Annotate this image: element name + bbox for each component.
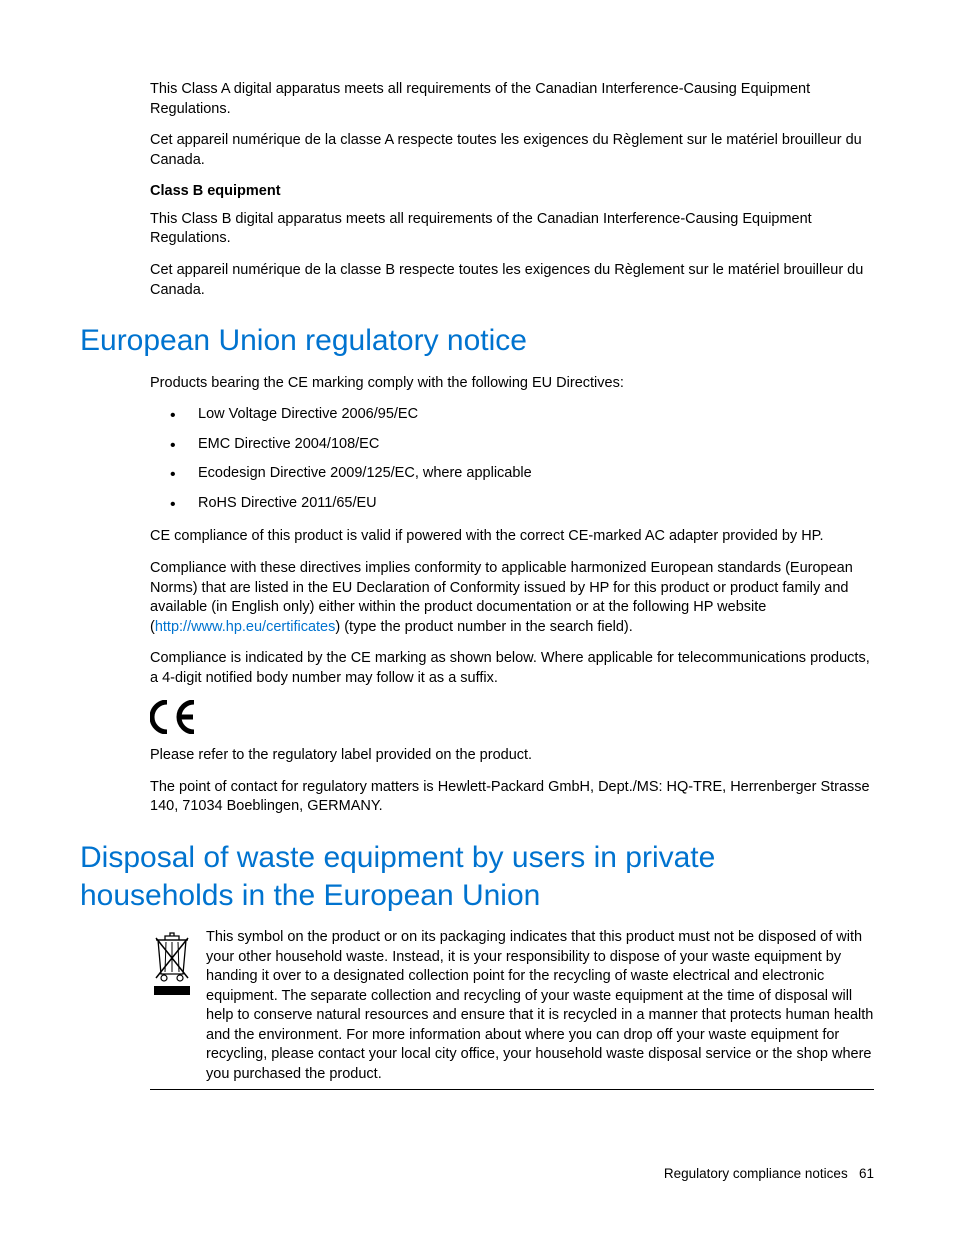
footer-section-label: Regulatory compliance notices	[664, 1166, 848, 1181]
list-item: Ecodesign Directive 2009/125/EC, where a…	[150, 464, 874, 484]
body-text: Compliance is indicated by the CE markin…	[150, 649, 874, 688]
list-item: RoHS Directive 2011/65/EU	[150, 494, 874, 514]
body-text: Compliance with these directives implies…	[150, 559, 874, 637]
certificates-link[interactable]: http://www.hp.eu/certificates	[155, 619, 336, 635]
body-text: Please refer to the regulatory label pro…	[150, 746, 874, 766]
body-text: This Class A digital apparatus meets all…	[150, 80, 874, 119]
page-footer: Regulatory compliance notices 61	[664, 1165, 874, 1183]
text-fragment: ) (type the product number in the search…	[335, 619, 632, 635]
body-text: Cet appareil numérique de la classe B re…	[150, 261, 874, 300]
canada-section: This Class A digital apparatus meets all…	[150, 80, 874, 300]
body-text: This Class B digital apparatus meets all…	[150, 210, 874, 249]
footer-page-number: 61	[859, 1166, 874, 1181]
body-text: The point of contact for regulatory matt…	[150, 778, 874, 817]
list-item: Low Voltage Directive 2006/95/EC	[150, 405, 874, 425]
heading-weee: Disposal of waste equipment by users in …	[80, 839, 874, 914]
weee-section: This symbol on the product or on its pac…	[150, 928, 874, 1090]
weee-bin-icon	[150, 928, 200, 1005]
body-text: Products bearing the CE marking comply w…	[150, 374, 874, 394]
ce-mark-icon	[150, 700, 874, 740]
directive-list: Low Voltage Directive 2006/95/EC EMC Dir…	[150, 405, 874, 513]
eu-section: Products bearing the CE marking comply w…	[150, 374, 874, 817]
body-text: Cet appareil numérique de la classe A re…	[150, 131, 874, 170]
heading-eu-regulatory: European Union regulatory notice	[80, 322, 874, 360]
body-text: CE compliance of this product is valid i…	[150, 527, 874, 547]
list-item: EMC Directive 2004/108/EC	[150, 435, 874, 455]
weee-text: This symbol on the product or on its pac…	[206, 928, 874, 1085]
sub-heading: Class B equipment	[150, 182, 874, 202]
